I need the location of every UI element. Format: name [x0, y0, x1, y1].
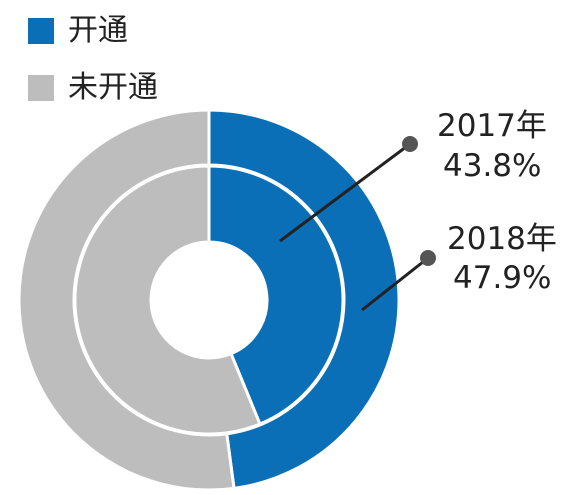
legend-swatch-opened — [28, 18, 54, 44]
slice-outer-0 — [207, 108, 401, 491]
callout-dot-2017 — [402, 136, 418, 152]
legend-swatch-not-opened — [28, 75, 54, 101]
annotation-value-2017: 43.8% — [443, 148, 541, 184]
callout-line-2017 — [279, 142, 411, 243]
legend-label-not-opened: 未开通 — [68, 70, 158, 105]
callout-line-2018 — [361, 256, 429, 312]
legend-label-opened: 开通 — [68, 13, 128, 48]
callout-dot-2018 — [420, 250, 436, 266]
annotation-year-2017: 2017年 — [437, 108, 547, 144]
legend-item-opened: 开通 — [28, 16, 128, 46]
annotation-year-2018: 2018年 — [447, 221, 557, 257]
legend-item-not-opened: 未开通 — [28, 73, 158, 103]
annotation-value-2018: 47.9% — [453, 260, 551, 296]
slice-outer-1 — [17, 108, 236, 492]
